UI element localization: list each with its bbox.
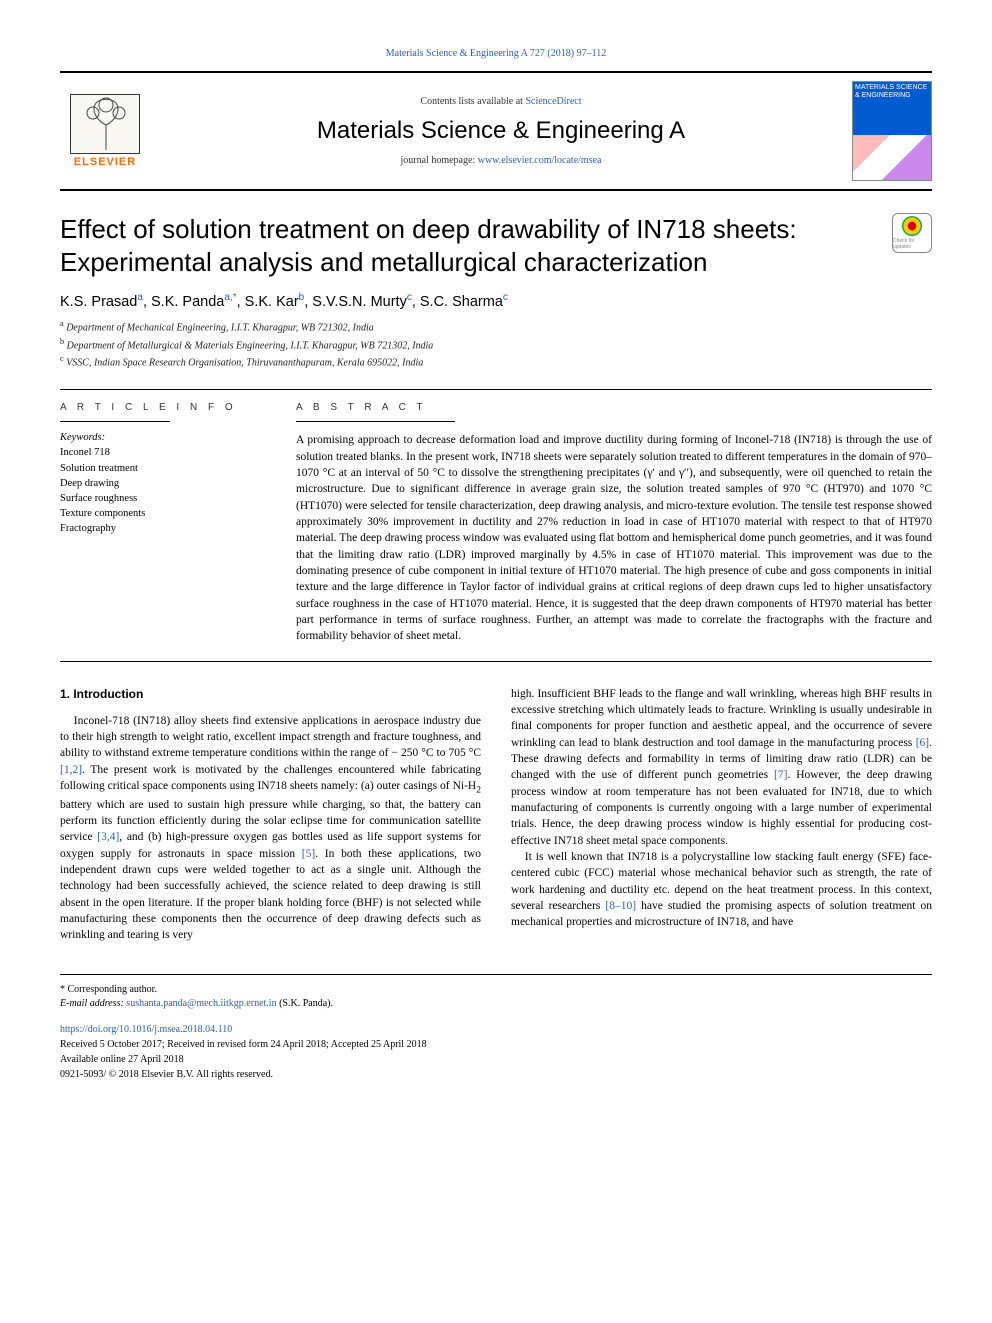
keywords-list: Inconel 718 Solution treatment Deep draw…: [60, 445, 260, 536]
available-line: Available online 27 April 2018: [60, 1054, 184, 1065]
affiliation: b Department of Metallurgical & Material…: [60, 336, 932, 354]
sciencedirect-link[interactable]: ScienceDirect: [525, 96, 581, 107]
elsevier-wordmark: ELSEVIER: [74, 156, 136, 168]
column-left: 1. Introduction Inconel-718 (IN718) allo…: [60, 686, 481, 944]
body-columns: 1. Introduction Inconel-718 (IN718) allo…: [60, 686, 932, 944]
keyword: Texture components: [60, 506, 260, 521]
header-center: Contents lists available at ScienceDirec…: [150, 96, 852, 166]
check-updates-badge[interactable]: Check for updates: [892, 213, 932, 253]
affiliations: a Department of Mechanical Engineering, …: [60, 318, 932, 371]
email-link[interactable]: sushanta.panda@mech.iitkgp.ernet.in: [126, 998, 276, 1009]
affiliation: a Department of Mechanical Engineering, …: [60, 318, 932, 336]
article-meta-row: A R T I C L E I N F O Keywords: Inconel …: [60, 389, 932, 661]
article-info-label: A R T I C L E I N F O: [60, 402, 260, 413]
affiliation: c VSSC, Indian Space Research Organisati…: [60, 353, 932, 371]
email-prefix: E-mail address:: [60, 998, 126, 1009]
keyword: Fractography: [60, 521, 260, 536]
abstract-block: A B S T R A C T A promising approach to …: [296, 402, 932, 644]
email-line: E-mail address: sushanta.panda@mech.iitk…: [60, 997, 932, 1012]
abstract-label: A B S T R A C T: [296, 402, 932, 413]
paragraph: Inconel-718 (IN718) alloy sheets find ex…: [60, 713, 481, 944]
homepage-link[interactable]: www.elsevier.com/locate/msea: [478, 155, 602, 166]
keyword: Surface roughness: [60, 491, 260, 506]
column-right: high. Insufficient BHF leads to the flan…: [511, 686, 932, 944]
authors: K.S. Prasada, S.K. Pandaa,*, S.K. Karb, …: [60, 292, 932, 310]
check-updates-label: Check for updates: [893, 238, 931, 250]
paragraph: It is well known that IN718 is a polycry…: [511, 849, 932, 931]
copyright-line: 0921-5093/ © 2018 Elsevier B.V. All righ…: [60, 1069, 273, 1080]
section-heading: 1. Introduction: [60, 686, 481, 703]
contents-prefix: Contents lists available at: [420, 96, 525, 107]
keyword: Inconel 718: [60, 445, 260, 460]
cover-art-icon: [853, 135, 931, 180]
paragraph: high. Insufficient BHF leads to the flan…: [511, 686, 932, 849]
keywords-heading: Keywords:: [60, 432, 260, 443]
email-suffix: (S.K. Panda).: [277, 998, 333, 1009]
journal-cover-thumbnail: MATERIALS SCIENCE & ENGINEERING: [852, 81, 932, 181]
contents-line: Contents lists available at ScienceDirec…: [150, 96, 852, 107]
keyword: Solution treatment: [60, 461, 260, 476]
doi-link[interactable]: https://doi.org/10.1016/j.msea.2018.04.1…: [60, 1024, 232, 1035]
keyword: Deep drawing: [60, 476, 260, 491]
journal-header: ELSEVIER Contents lists available at Sci…: [60, 71, 932, 191]
elsevier-tree-icon: [70, 94, 140, 154]
homepage-line: journal homepage: www.elsevier.com/locat…: [150, 155, 852, 166]
paper-title: Effect of solution treatment on deep dra…: [60, 213, 876, 278]
doi-block: https://doi.org/10.1016/j.msea.2018.04.1…: [60, 1022, 932, 1082]
homepage-prefix: journal homepage:: [401, 155, 478, 166]
footnotes: * Corresponding author. E-mail address: …: [60, 974, 932, 1012]
elsevier-logo: ELSEVIER: [60, 94, 150, 168]
history-line: Received 5 October 2017; Received in rev…: [60, 1039, 427, 1050]
journal-name: Materials Science & Engineering A: [150, 117, 852, 145]
abstract-text: A promising approach to decrease deforma…: [296, 432, 932, 644]
corresponding-author: * Corresponding author.: [60, 983, 932, 998]
cover-title: MATERIALS SCIENCE & ENGINEERING: [855, 84, 929, 99]
crossmark-icon: [902, 216, 922, 236]
article-info-block: A R T I C L E I N F O Keywords: Inconel …: [60, 402, 260, 644]
journal-citation[interactable]: Materials Science & Engineering A 727 (2…: [60, 48, 932, 59]
